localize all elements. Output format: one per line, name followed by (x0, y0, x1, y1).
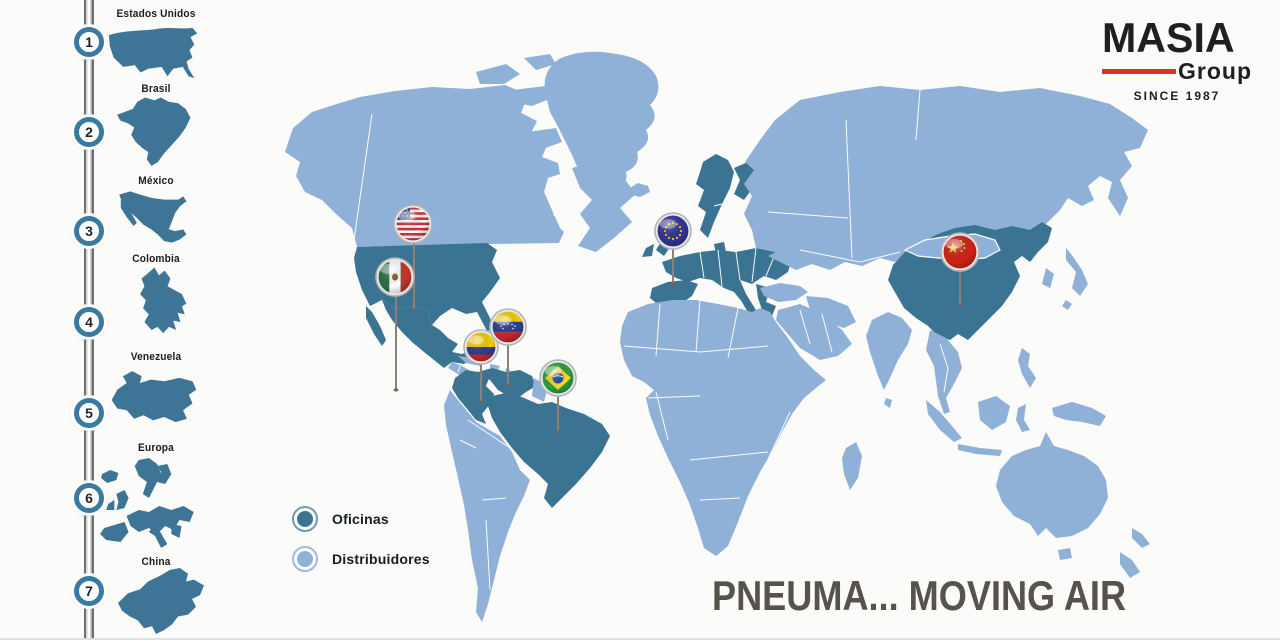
map-region-india (866, 312, 912, 408)
colombia-flag-icon (466, 332, 496, 362)
map-region-new-guinea (1052, 402, 1106, 426)
legend-item-distributors: Distribuidores (292, 546, 430, 572)
china-silhouette-icon (118, 567, 204, 635)
pin-mexico[interactable] (375, 257, 415, 392)
sidebar-number-3: 3 (74, 216, 104, 246)
sidebar-label-brasil: Brasil (141, 83, 171, 95)
china-flag-icon (943, 235, 977, 269)
pin-usa[interactable] (393, 204, 433, 312)
legend-label-distributors: Distribuidores (332, 551, 430, 567)
sidebar-label-china: China (141, 556, 171, 568)
map-region-iceland (630, 183, 650, 197)
tagline: PNEUMA... MOVING AIR (712, 572, 1127, 619)
sidebar-label-mexico: México (138, 175, 174, 187)
map-region-baja (366, 306, 386, 346)
legend-item-offices: Oficinas (292, 506, 430, 532)
masia-group-logo: MASIA Group SINCE 1987 (1102, 14, 1252, 103)
pin-china[interactable] (940, 232, 980, 307)
map-arctic-islands (476, 54, 562, 192)
mexico-flag-icon (378, 260, 412, 294)
map-region-colombia (452, 370, 494, 424)
map-region-russia (744, 86, 1148, 270)
sidebar-number-1: 1 (74, 27, 104, 57)
venezuela-flag-icon (492, 311, 524, 343)
pin-venezuela[interactable] (489, 308, 527, 387)
map-region-australia (996, 432, 1108, 560)
venezuela-silhouette-icon (111, 371, 197, 423)
legend-label-offices: Oficinas (332, 511, 389, 527)
pin-europe[interactable] (654, 212, 692, 286)
map-region-se-asia (926, 330, 962, 414)
eu-flag-icon (657, 215, 689, 247)
logo-name: MASIA (1102, 14, 1235, 61)
logo-subname: Group (1178, 58, 1252, 84)
map-region-madagascar (842, 442, 862, 490)
map-hudson-bay (544, 172, 586, 240)
pin-brazil[interactable] (539, 359, 577, 434)
logo-since: SINCE 1987 (1133, 89, 1221, 103)
sidebar-number-6: 6 (74, 483, 104, 513)
map-region-new-zealand (1120, 528, 1150, 578)
sidebar-number-2: 2 (74, 117, 104, 147)
map-region-africa (620, 300, 826, 556)
sidebar-label-europa: Europa (138, 442, 174, 454)
logo-red-line (1102, 69, 1176, 74)
distributors-marker-icon (292, 546, 318, 572)
sidebar-number-4: 4 (74, 307, 104, 337)
map-region-middle-east (760, 283, 856, 360)
usa-silhouette-icon (108, 27, 198, 79)
offices-marker-icon (292, 506, 318, 532)
pin-colombia[interactable] (463, 329, 499, 404)
map-region-philippines (1018, 348, 1036, 388)
map-region-japan (1062, 248, 1088, 310)
europa-silhouette-icon (100, 458, 194, 548)
sidebar-number-7: 7 (74, 576, 104, 606)
map-region-europe (642, 154, 792, 316)
brazil-flag-icon (542, 362, 574, 394)
mexico-silhouette-icon (119, 191, 187, 243)
map-region-south-america (444, 390, 530, 622)
map-region-korea (1042, 268, 1054, 288)
sidebar-number-5: 5 (74, 398, 104, 428)
map-region-brazil (488, 392, 610, 508)
sidebar-label-estados-unidos: Estados Unidos (116, 8, 196, 20)
map-region-mexico (382, 300, 474, 368)
sidebar-label-colombia: Colombia (132, 253, 180, 265)
map-region-greenland (544, 51, 659, 200)
map-region-indonesia (926, 396, 1030, 456)
usa-flag-icon (396, 207, 430, 241)
sidebar-label-venezuela: Venezuela (130, 351, 182, 363)
brazil-silhouette-icon (117, 97, 191, 166)
colombia-silhouette-icon (140, 267, 187, 334)
map-legend: Oficinas Distribuidores (292, 506, 430, 586)
